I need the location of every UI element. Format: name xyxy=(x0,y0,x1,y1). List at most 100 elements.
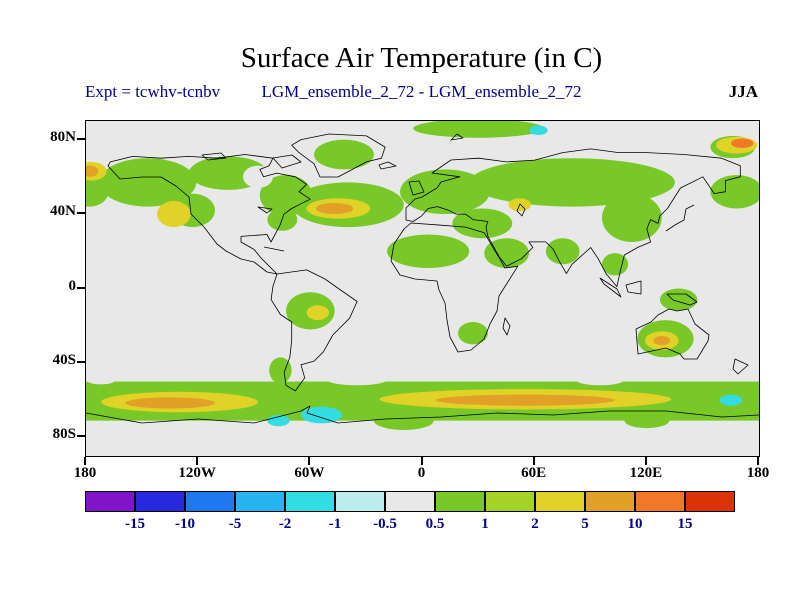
colorbar-level-label: -0.5 xyxy=(373,516,397,532)
colorbar-level-label: -2 xyxy=(278,516,292,532)
colorbar-level-label: -1 xyxy=(328,516,342,532)
coastline-victoria-island xyxy=(201,152,227,161)
anomaly-region-indochina xyxy=(601,253,629,276)
anomaly-region-arabia-horn xyxy=(484,238,530,269)
coastline-borneo xyxy=(625,280,642,295)
anomaly-region-ne-pacific-yellow xyxy=(157,201,191,228)
coastline-madagascar xyxy=(502,317,511,336)
map-frame xyxy=(85,120,760,457)
lat-tick-mark xyxy=(77,360,85,363)
anomaly-region-chile-coast xyxy=(269,357,292,384)
coastline-australia xyxy=(635,308,710,360)
coastline-great-lakes xyxy=(257,206,273,214)
colorbar-level-label: -5 xyxy=(228,516,242,532)
anomaly-region-hudson-bay-gray xyxy=(243,165,273,188)
coastline-new-zealand xyxy=(732,358,749,375)
anomaly-region-n-atlantic-orange xyxy=(315,202,354,215)
lat-tick-label: 80N xyxy=(50,128,76,145)
colorbar-segment xyxy=(235,491,285,512)
lat-tick-label: 80S xyxy=(52,426,76,443)
subtitle-experiment: Expt = tcwhv-tcnbv xyxy=(85,82,221,101)
world-map xyxy=(86,121,759,456)
lat-tick-label: 0 xyxy=(68,277,77,294)
lon-tick-mark xyxy=(308,457,311,465)
coastline-eurasia xyxy=(405,148,741,287)
colorbar-level-label: 2 xyxy=(531,516,539,532)
anomaly-region-antarctic-dip-2 xyxy=(624,413,670,429)
anomaly-region-antarctic-dip-1 xyxy=(373,411,434,430)
lon-tick-label: 120W xyxy=(178,465,216,481)
lon-tick-mark xyxy=(644,457,647,465)
anomaly-region-bering-wrap xyxy=(86,176,109,207)
colorbar-segment xyxy=(385,491,435,512)
colorbar-level-label: -15 xyxy=(125,516,145,532)
coastline-greenland xyxy=(291,133,386,178)
lon-tick-label: 180 xyxy=(746,465,770,481)
lon-tick-label: 60E xyxy=(521,465,547,481)
anomaly-region-south-band-notch-2 xyxy=(575,374,625,386)
anomaly-region-arctic-top-green xyxy=(413,121,544,138)
colorbar-level-label: 15 xyxy=(677,516,693,532)
colorbar-level-label: 1 xyxy=(481,516,489,532)
anomaly-region-ross-cyan xyxy=(719,394,743,406)
coastline-layer xyxy=(86,133,759,424)
anomaly-region-europe xyxy=(400,169,490,215)
coastline-japan xyxy=(665,204,695,232)
lon-tick-mark xyxy=(84,457,86,465)
anomaly-region-sahara xyxy=(386,234,470,269)
season-label: JJA xyxy=(728,82,758,101)
coastline-iceland xyxy=(378,161,397,170)
anomaly-region-greenland xyxy=(314,139,374,170)
anomaly-region-southern-africa xyxy=(458,322,488,345)
lat-tick-label: 40N xyxy=(50,203,76,220)
anomaly-contour-layer xyxy=(86,121,759,430)
anomaly-region-india xyxy=(545,238,580,265)
colorbar-segment xyxy=(535,491,585,512)
lon-tick-mark xyxy=(757,457,759,465)
colorbar-segment xyxy=(335,491,385,512)
anomaly-region-s-indian-orange xyxy=(435,394,616,406)
coastline-baffin-island xyxy=(272,154,302,169)
anomaly-region-kamchatka-pacific xyxy=(710,174,759,209)
coastline-svalbard xyxy=(450,133,464,141)
anomaly-region-mediterranean-mideast xyxy=(452,208,513,239)
colorbar-segment xyxy=(135,491,185,512)
lat-tick-mark xyxy=(77,435,85,438)
colorbar-level-label: 10 xyxy=(627,516,643,532)
lat-tick-mark xyxy=(77,137,85,140)
lon-tick-label: 180 xyxy=(73,465,97,481)
anomaly-region-bering-edge-orange xyxy=(86,165,99,177)
anomaly-region-australia-orange xyxy=(653,335,671,346)
coastline-antarctica xyxy=(86,405,759,424)
coastline-cuba xyxy=(263,246,285,252)
colorbar-segment xyxy=(85,491,135,512)
colorbar-segment xyxy=(185,491,235,512)
colorbar-segment xyxy=(635,491,685,512)
coastline-south-america xyxy=(270,269,358,392)
lon-tick-mark xyxy=(420,457,423,465)
coastline-africa xyxy=(390,222,519,353)
anomaly-region-s-pacific-orange xyxy=(125,397,215,409)
anomaly-region-south-band-notch-1 xyxy=(327,374,387,386)
anomaly-region-new-guinea xyxy=(659,288,698,311)
lon-tick-mark xyxy=(196,457,199,465)
lat-tick-label: 40S xyxy=(52,351,76,368)
colorbar-segment xyxy=(435,491,485,512)
coastline-north-america xyxy=(107,154,311,275)
colorbar-segment xyxy=(285,491,335,512)
plot-title: Surface Air Temperature (in C) xyxy=(240,42,603,74)
anomaly-region-alaska-ne-pacific xyxy=(99,158,197,207)
coastline-new-guinea xyxy=(666,293,698,306)
colorbar-segment xyxy=(585,491,635,512)
anomaly-region-siberia xyxy=(469,158,675,207)
lat-tick-mark xyxy=(77,212,85,215)
lon-tick-label: 120E xyxy=(629,465,663,481)
colorbar-segment xyxy=(685,491,735,512)
subtitle-field: LGM_ensemble_2_72 - LGM_ensemble_2_72 xyxy=(261,82,582,101)
colorbar-level-label: 0.5 xyxy=(425,516,445,532)
anomaly-region-south-band-notch-3 xyxy=(86,375,116,385)
coastline-sumatra xyxy=(599,277,622,298)
coastline-caspian-sea xyxy=(516,203,526,217)
colorbar-level-label: -10 xyxy=(175,516,195,532)
